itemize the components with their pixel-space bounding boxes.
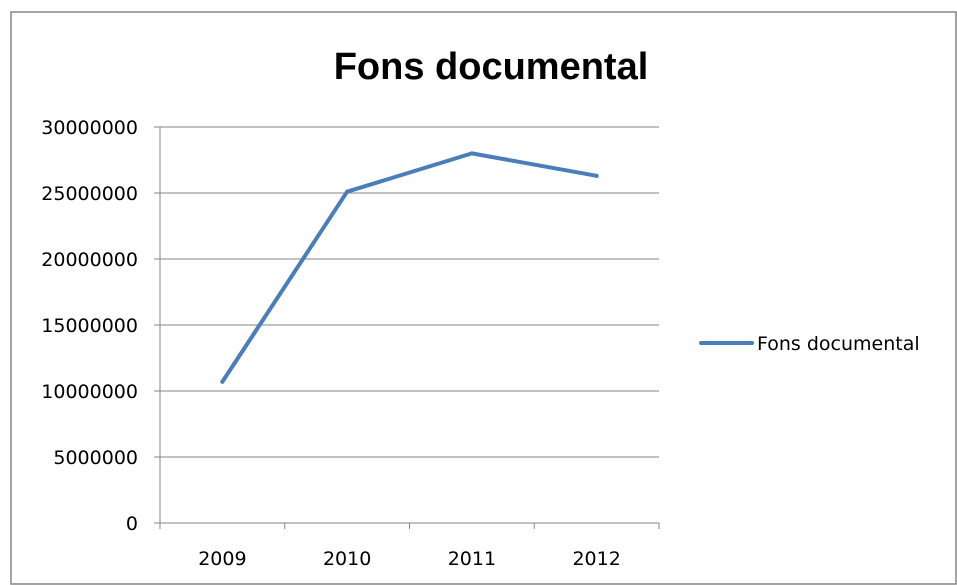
y-tick-label: 10000000 [41, 381, 138, 403]
x-tick-label: 2012 [572, 548, 620, 570]
data-point [220, 379, 225, 384]
legend-label: Fons documental [757, 333, 920, 355]
series-line [220, 151, 599, 384]
chart-title: Fons documental [334, 46, 649, 88]
series-layer [220, 151, 599, 384]
legend: Fons documental [699, 333, 920, 355]
y-tick-label: 5000000 [53, 447, 138, 469]
y-tick-label: 25000000 [41, 183, 138, 205]
x-axis-tick-labels: 2009 2010 2011 2012 [198, 548, 621, 570]
y-tick-label: 15000000 [41, 315, 138, 337]
y-tick-label: 0 [126, 513, 138, 535]
x-tick-label: 2009 [198, 548, 246, 570]
x-tick-label: 2011 [448, 548, 496, 570]
x-tick-label: 2010 [323, 548, 371, 570]
data-point [345, 189, 350, 194]
data-point [469, 151, 474, 156]
y-tick-label: 30000000 [41, 117, 138, 139]
chart-border [10, 11, 957, 585]
y-tick-label: 20000000 [41, 249, 138, 271]
axes [154, 126, 660, 529]
y-axis-tick-labels: 0 5000000 10000000 15000000 20000000 25000000… [41, 117, 138, 535]
data-point [594, 173, 599, 178]
gridlines [160, 126, 659, 458]
